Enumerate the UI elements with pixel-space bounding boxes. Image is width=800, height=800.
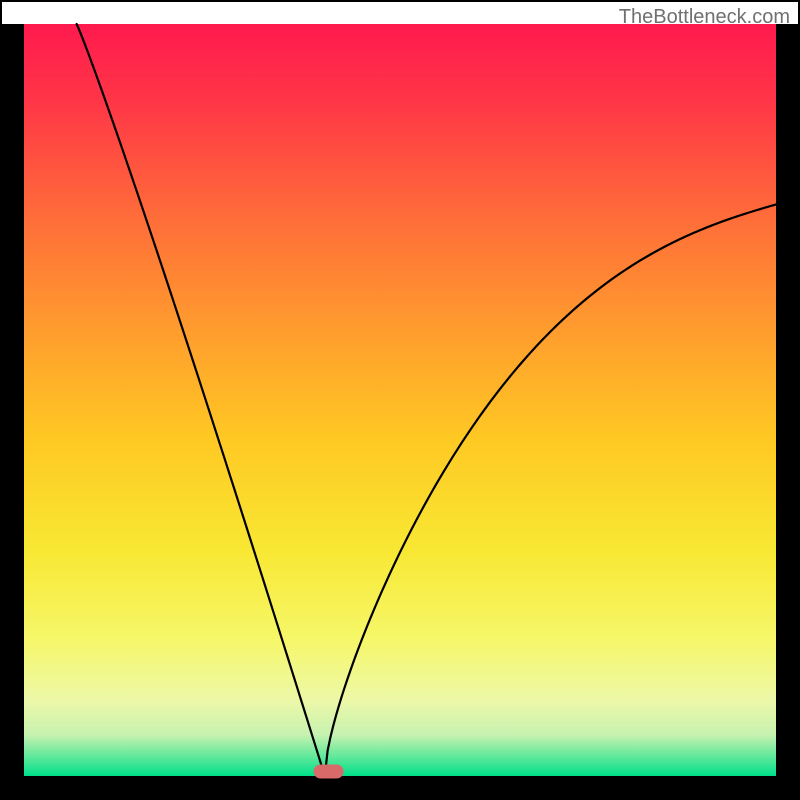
watermark-text: TheBottleneck.com [619, 6, 790, 29]
chart-svg [0, 0, 800, 800]
bottleneck-chart: TheBottleneck.com [0, 0, 800, 800]
